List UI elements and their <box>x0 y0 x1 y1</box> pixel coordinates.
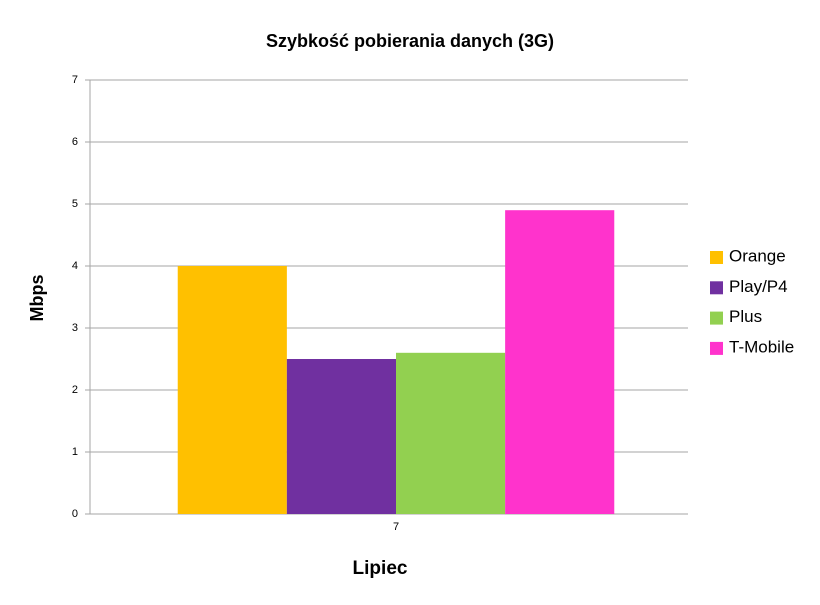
y-tick-label: 1 <box>72 446 78 458</box>
y-tick-label: 5 <box>72 198 78 210</box>
legend-swatch <box>710 311 723 325</box>
y-tick-label: 6 <box>72 136 78 148</box>
bar <box>505 210 615 514</box>
y-tick-label: 3 <box>72 322 78 334</box>
y-tick-label: 2 <box>72 384 78 396</box>
x-axis-label: Lipiec <box>353 558 408 579</box>
chart-title: Szybkość pobierania danych (3G) <box>266 31 554 51</box>
legend-swatch <box>710 341 723 355</box>
legend-label: Play/P4 <box>729 277 788 296</box>
bar <box>286 359 396 514</box>
y-tick-label: 7 <box>72 74 78 86</box>
legend-swatch <box>710 281 723 295</box>
y-tick-label: 0 <box>72 508 78 520</box>
legend-label: Plus <box>729 307 762 326</box>
legend-label: Orange <box>729 246 786 265</box>
x-tick-label: 7 <box>393 521 399 533</box>
legend-label: T-Mobile <box>729 337 794 356</box>
bar <box>396 352 506 514</box>
y-axis-label: Mbps <box>27 275 47 322</box>
legend-swatch <box>710 251 723 264</box>
y-tick-label: 4 <box>72 260 78 272</box>
bar <box>177 266 287 514</box>
